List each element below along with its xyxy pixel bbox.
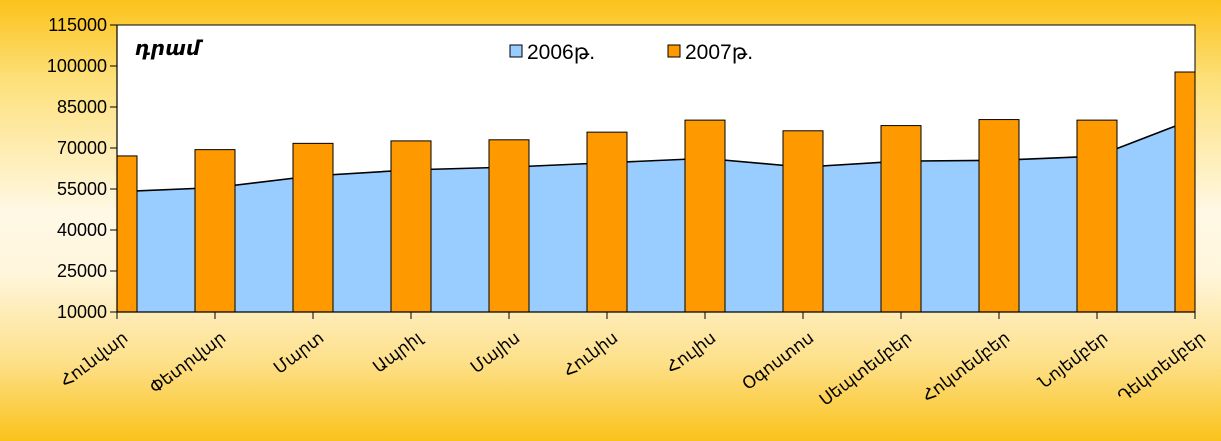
bar-2007: [292, 142, 334, 313]
x-category-label: Փետրվար: [146, 328, 229, 397]
legend: 2006թ. 2007թ.: [509, 41, 753, 64]
bar-2007: [1076, 119, 1118, 313]
y-tick-label: 115000: [48, 15, 107, 35]
bar-2007: [586, 131, 628, 313]
y-tick-label: 40000: [57, 220, 107, 240]
unit-label: դրամ: [135, 38, 204, 60]
y-tick-label: 70000: [57, 138, 107, 158]
x-category-label: Ապրիլ: [369, 327, 426, 377]
x-category-label: Դեկտեմբեր: [1114, 328, 1209, 406]
y-tick-label: 25000: [57, 261, 107, 281]
bar-2007: [978, 119, 1020, 313]
legend-label-2007: 2007թ.: [685, 41, 753, 64]
x-category-label: Սեպտեմբեր: [816, 328, 915, 409]
x-category-label: Մայիս: [467, 328, 523, 377]
x-category-label: Մարտ: [270, 328, 327, 378]
area-2006-fill: [117, 118, 1195, 312]
bar-2007: [1174, 71, 1196, 313]
bar-2007: [488, 139, 530, 313]
legend-swatch-2006: [509, 44, 523, 58]
legend-label-2006: 2006թ.: [527, 41, 595, 64]
bar-2007: [194, 149, 236, 313]
series-2007-layer: [116, 71, 1196, 313]
x-category-label: Հոկտեմբեր: [919, 328, 1014, 406]
x-category-label: Հուլիս: [663, 328, 720, 377]
x-category-label: Հունիս: [560, 328, 621, 381]
x-category-label: Հունվար: [57, 328, 132, 391]
bar-2007: [880, 125, 922, 313]
x-category-label: Օգոստոս: [739, 328, 818, 394]
bar-2007: [782, 130, 824, 313]
bar-2007: [116, 155, 138, 313]
y-tick-label: 10000: [57, 302, 107, 322]
bar-2007: [684, 119, 726, 313]
bar-2007: [390, 140, 432, 313]
y-tick-label: 55000: [57, 179, 107, 199]
y-tick-label: 85000: [57, 97, 107, 117]
legend-swatch-2007: [667, 44, 681, 58]
x-category-label: Նոյեմբեր: [1035, 328, 1112, 392]
y-tick-label: 100000: [47, 56, 107, 76]
